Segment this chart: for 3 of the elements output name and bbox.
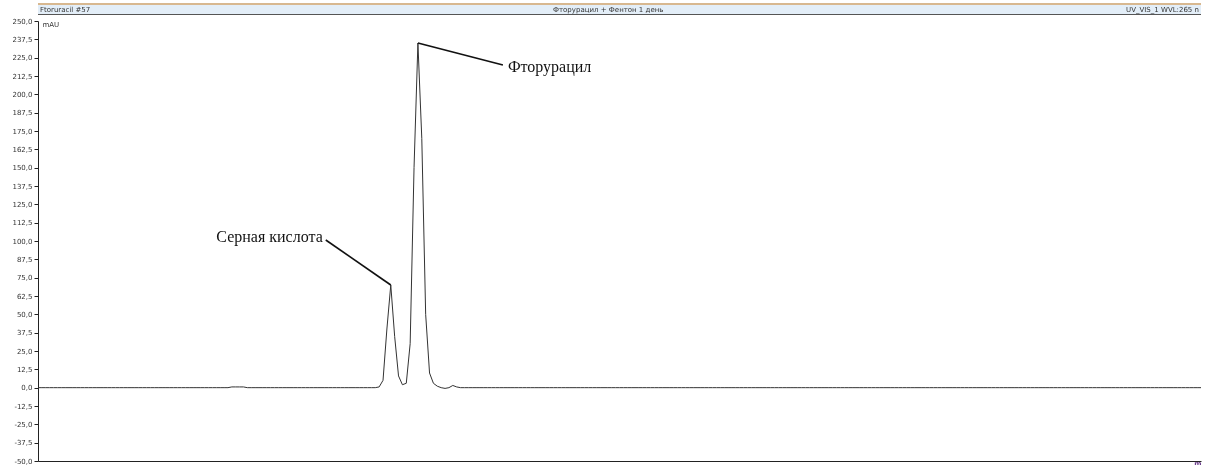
annotation: Фторурацил — [507, 58, 592, 76]
line-series — [37, 42, 1202, 389]
annotation: Серная кислота — [216, 228, 323, 246]
